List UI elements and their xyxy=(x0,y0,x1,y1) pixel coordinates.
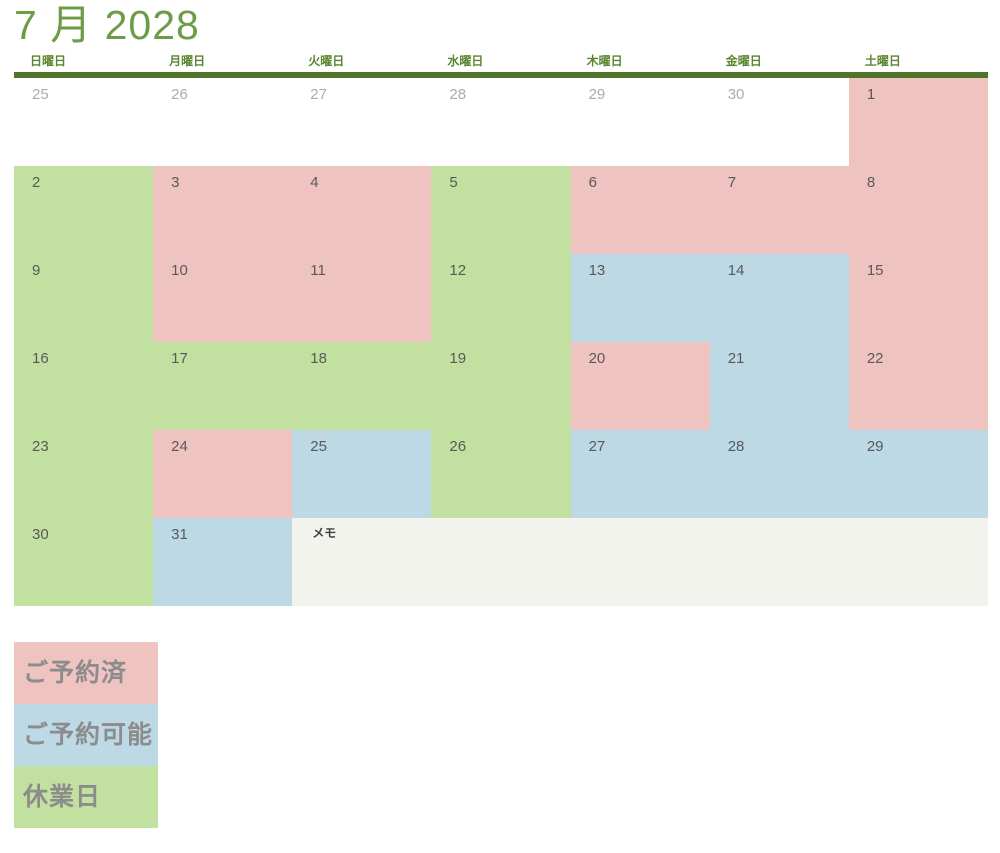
weekday-header-friday: 金曜日 xyxy=(725,54,762,68)
day-cell-25-available[interactable]: 25 xyxy=(292,430,432,518)
day-cell-27-available[interactable]: 27 xyxy=(570,430,710,518)
weekday-header-wednesday: 水曜日 xyxy=(447,54,484,68)
day-cell-7-booked[interactable]: 7 xyxy=(709,166,849,254)
day-cell-20-booked[interactable]: 20 xyxy=(570,342,710,430)
day-cell-25-outside[interactable]: 25 xyxy=(14,78,154,166)
day-cell-30-closed[interactable]: 30 xyxy=(14,518,154,606)
day-cell-26-closed[interactable]: 26 xyxy=(431,430,571,518)
calendar-grid: 25 26 27 28 29 30 1 2 3 4 5 6 7 8 9 10 11 12 13 14 15 16 17 18 1… xyxy=(14,78,988,606)
legend-item-closed: 休業日 xyxy=(14,766,158,828)
day-cell-21-available[interactable]: 21 xyxy=(709,342,849,430)
day-cell-8-booked[interactable]: 8 xyxy=(848,166,988,254)
day-cell-5-closed[interactable]: 5 xyxy=(431,166,571,254)
day-cell-26-outside[interactable]: 26 xyxy=(153,78,293,166)
day-cell-31-available[interactable]: 31 xyxy=(153,518,293,606)
day-cell-15-booked[interactable]: 15 xyxy=(848,254,988,342)
weekday-header-sunday: 日曜日 xyxy=(30,54,67,68)
calendar: 日曜日 月曜日 火曜日 水曜日 木曜日 金曜日 土曜日 25 26 27 28 29 30 1 2 3 4 5 6… xyxy=(14,52,988,606)
day-cell-22-booked[interactable]: 22 xyxy=(848,342,988,430)
day-cell-1-booked[interactable]: 1 xyxy=(848,78,988,166)
day-cell-29-outside[interactable]: 29 xyxy=(570,78,710,166)
day-cell-17-closed[interactable]: 17 xyxy=(153,342,293,430)
weekday-header-monday: 月曜日 xyxy=(169,54,206,68)
day-cell-11-booked[interactable]: 11 xyxy=(292,254,432,342)
day-cell-16-closed[interactable]: 16 xyxy=(14,342,154,430)
weekday-header-saturday: 土曜日 xyxy=(864,54,901,68)
day-cell-13-available[interactable]: 13 xyxy=(570,254,710,342)
day-cell-28-outside[interactable]: 28 xyxy=(431,78,571,166)
day-cell-3-booked[interactable]: 3 xyxy=(153,166,293,254)
day-cell-9-closed[interactable]: 9 xyxy=(14,254,154,342)
day-cell-19-closed[interactable]: 19 xyxy=(431,342,571,430)
day-cell-12-closed[interactable]: 12 xyxy=(431,254,571,342)
day-cell-10-booked[interactable]: 10 xyxy=(153,254,293,342)
legend: ご予約済 ご予約可能 休業日 xyxy=(14,642,158,828)
weekday-header-tuesday: 火曜日 xyxy=(308,54,345,68)
header-divider xyxy=(14,72,988,78)
legend-item-available: ご予約可能 xyxy=(14,704,158,766)
weekday-header-row: 日曜日 月曜日 火曜日 水曜日 木曜日 金曜日 土曜日 xyxy=(14,52,988,72)
memo-cell[interactable]: メモ xyxy=(292,518,988,606)
day-cell-23-closed[interactable]: 23 xyxy=(14,430,154,518)
day-cell-30-outside[interactable]: 30 xyxy=(709,78,849,166)
day-cell-28-available[interactable]: 28 xyxy=(709,430,849,518)
calendar-title: 7 月 2028 xyxy=(14,2,200,48)
legend-item-booked: ご予約済 xyxy=(14,642,158,704)
day-cell-6-booked[interactable]: 6 xyxy=(570,166,710,254)
day-cell-14-available[interactable]: 14 xyxy=(709,254,849,342)
day-cell-29-available[interactable]: 29 xyxy=(848,430,988,518)
day-cell-2-closed[interactable]: 2 xyxy=(14,166,154,254)
day-cell-27-outside[interactable]: 27 xyxy=(292,78,432,166)
day-cell-24-booked[interactable]: 24 xyxy=(153,430,293,518)
day-cell-4-booked[interactable]: 4 xyxy=(292,166,432,254)
day-cell-18-closed[interactable]: 18 xyxy=(292,342,432,430)
weekday-header-thursday: 木曜日 xyxy=(586,54,623,68)
